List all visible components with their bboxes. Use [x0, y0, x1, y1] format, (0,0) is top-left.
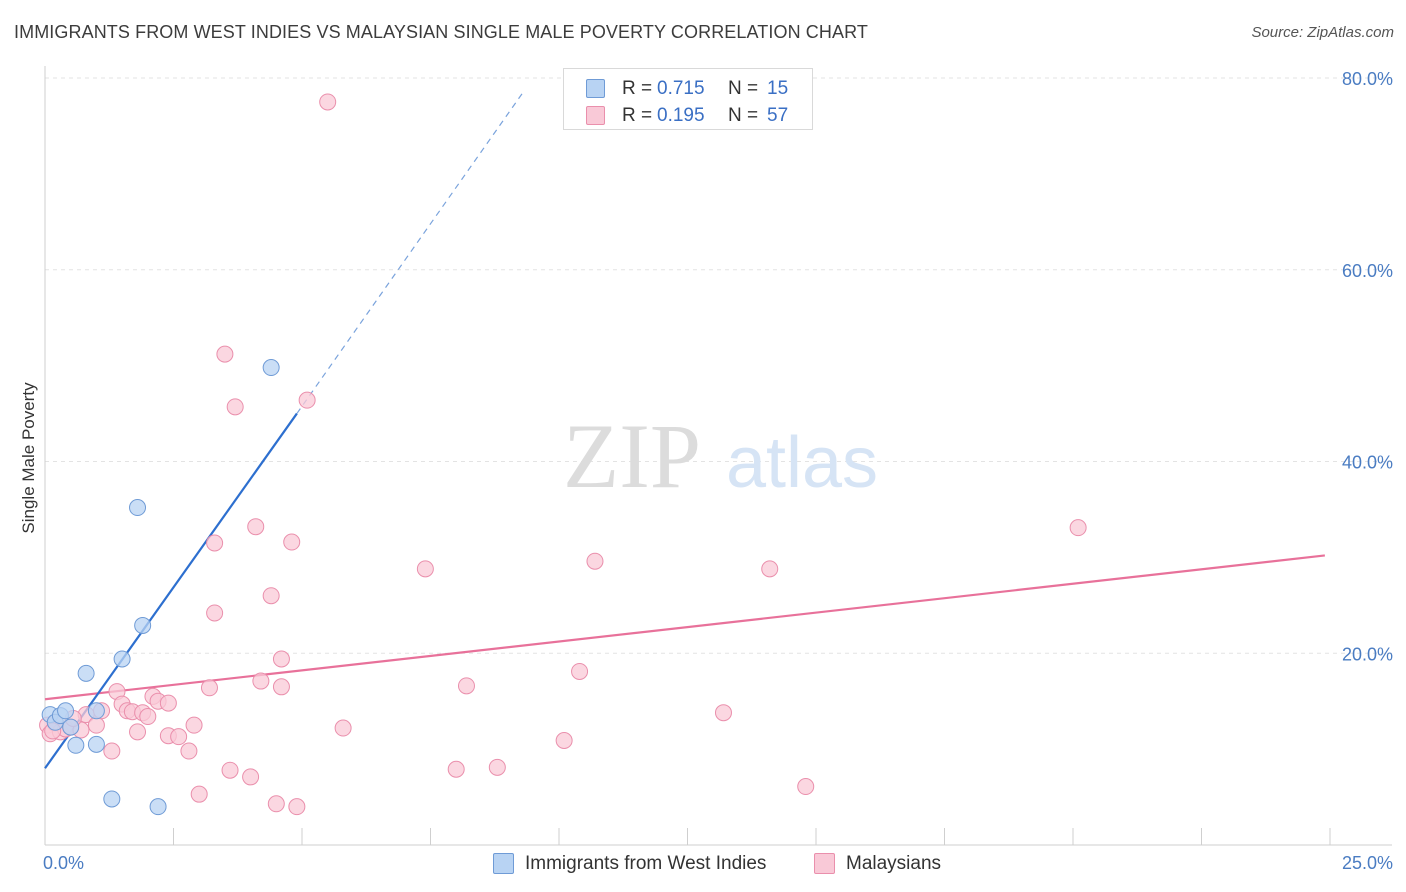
legend-swatch-blue: [493, 853, 514, 874]
y-axis-label: Single Male Poverty: [19, 382, 38, 534]
point-malaysians: [159, 694, 177, 712]
point-malaysians: [200, 679, 218, 697]
point-malaysians: [457, 677, 475, 695]
point-malaysians: [586, 552, 604, 570]
point-malaysians: [272, 650, 290, 668]
point-west-indies: [113, 650, 131, 668]
point-malaysians: [170, 728, 188, 746]
legend-label: Malaysians: [846, 853, 942, 874]
point-west-indies: [129, 499, 147, 517]
point-west-indies: [87, 702, 105, 720]
y-tick-label: 60.0%: [1342, 261, 1393, 281]
trend-line-west-indies-extension: [296, 92, 524, 414]
point-malaysians: [761, 560, 779, 578]
point-west-indies: [87, 735, 105, 753]
point-west-indies: [77, 664, 95, 682]
legend-label: Immigrants from West Indies: [525, 853, 767, 874]
grid-lines: [45, 77, 1392, 654]
legend-r-value: 0.715: [657, 78, 705, 99]
point-malaysians: [283, 533, 301, 551]
point-malaysians: [190, 785, 208, 803]
watermark-atlas: atlas: [726, 423, 878, 503]
point-malaysians: [272, 678, 290, 696]
axes: [44, 66, 1392, 846]
point-malaysians: [416, 560, 434, 578]
data-points: [39, 93, 1087, 816]
legend-swatch-blue: [586, 79, 605, 98]
point-malaysians: [221, 761, 239, 779]
legend-swatch-pink: [586, 106, 605, 125]
point-west-indies: [67, 736, 85, 754]
point-malaysians: [488, 758, 506, 776]
point-malaysians: [555, 731, 573, 749]
source-label: Source: ZipAtlas.com: [1251, 24, 1394, 41]
point-malaysians: [288, 798, 306, 816]
point-west-indies: [57, 702, 75, 720]
watermark: ZIP atlas: [563, 405, 878, 507]
point-west-indies: [62, 718, 80, 736]
point-west-indies: [134, 616, 152, 634]
tick-labels: 20.0% 40.0% 60.0% 80.0% 0.0% 25.0%: [43, 69, 1393, 873]
chart-title: IMMIGRANTS FROM WEST INDIES VS MALAYSIAN…: [14, 22, 868, 42]
legend-n-value: 15: [767, 78, 789, 99]
legend-r-label: R =: [622, 105, 653, 126]
point-malaysians: [242, 768, 260, 786]
correlation-legend: R = 0.715 N = 15 R = 0.195 N = 57: [563, 68, 813, 130]
point-malaysians: [797, 778, 815, 796]
point-malaysians: [447, 760, 465, 778]
trend-line-malaysians: [44, 554, 1325, 701]
y-tick-label: 20.0%: [1342, 644, 1393, 664]
point-west-indies: [103, 790, 121, 808]
legend-n-label: N =: [728, 78, 759, 99]
x-tick-label: 25.0%: [1342, 853, 1393, 873]
point-malaysians: [87, 716, 105, 734]
point-malaysians: [319, 93, 337, 111]
x-tick-label: 0.0%: [43, 853, 84, 873]
point-malaysians: [262, 587, 280, 605]
point-malaysians: [180, 742, 198, 760]
point-malaysians: [571, 662, 589, 680]
point-malaysians: [334, 719, 352, 737]
point-malaysians: [247, 518, 265, 536]
legend-n-label: N =: [728, 105, 759, 126]
y-tick-label: 40.0%: [1342, 453, 1393, 473]
point-malaysians: [714, 704, 732, 722]
legend-n-value: 57: [767, 105, 789, 126]
point-malaysians: [103, 742, 121, 760]
legend-swatch-pink: [814, 853, 835, 874]
point-malaysians: [206, 534, 224, 552]
point-west-indies: [262, 359, 280, 377]
point-malaysians: [206, 604, 224, 622]
point-malaysians: [185, 716, 203, 734]
point-malaysians: [267, 795, 285, 813]
legend-r-label: R =: [622, 78, 653, 99]
y-tick-label: 80.0%: [1342, 69, 1393, 89]
point-malaysians: [129, 723, 147, 741]
point-malaysians: [216, 345, 234, 363]
point-malaysians: [252, 672, 270, 690]
point-malaysians: [298, 391, 316, 409]
point-malaysians: [226, 398, 244, 416]
point-malaysians: [139, 708, 157, 726]
point-malaysians: [1069, 519, 1087, 537]
point-west-indies: [149, 798, 167, 816]
watermark-zip: ZIP: [563, 405, 701, 507]
legend-r-value: 0.195: [657, 105, 705, 126]
